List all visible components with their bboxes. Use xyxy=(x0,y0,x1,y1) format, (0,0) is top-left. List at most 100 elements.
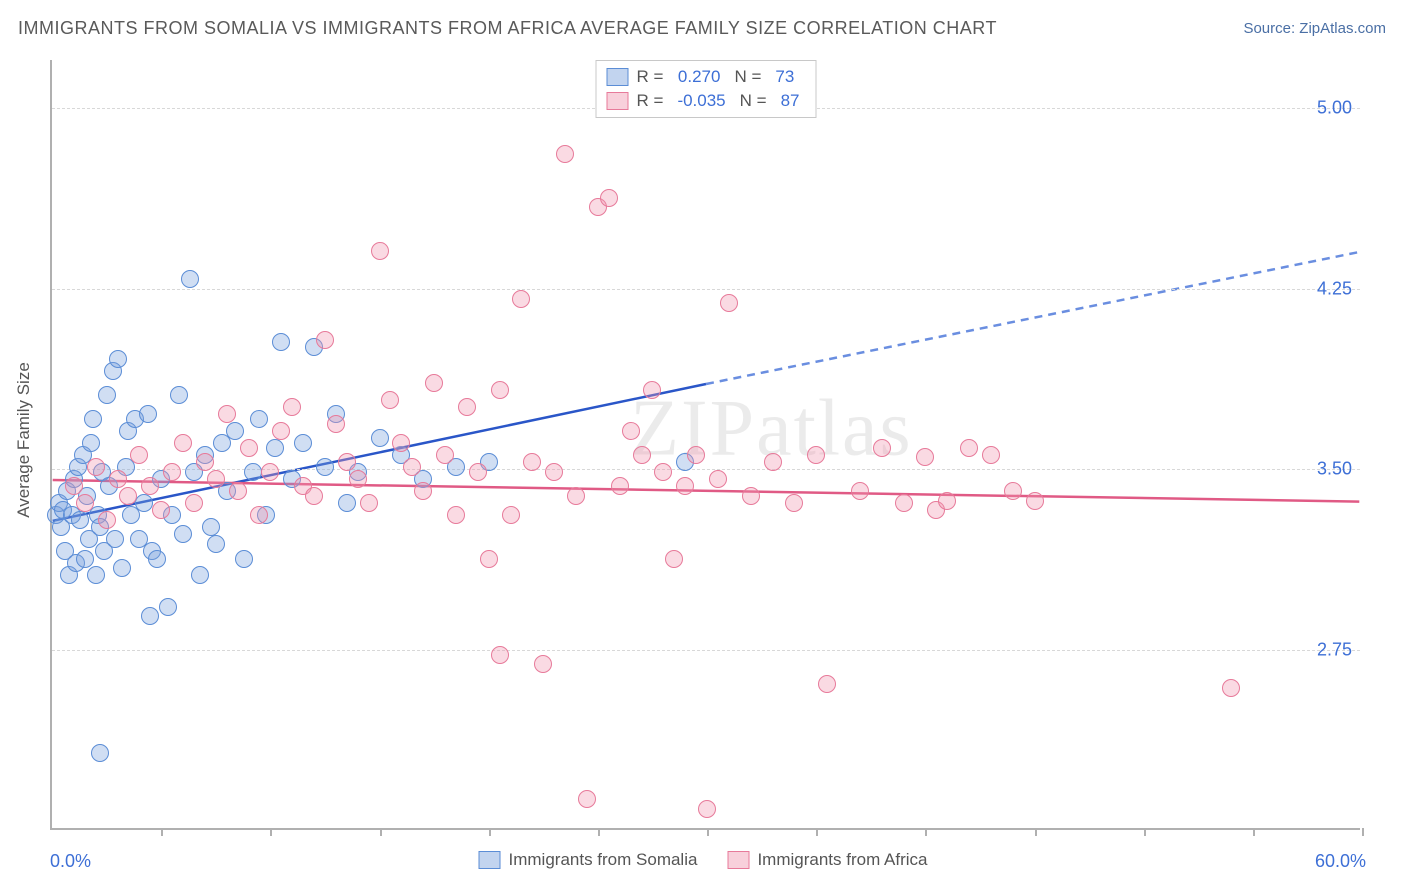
data-point xyxy=(139,405,157,423)
data-point xyxy=(261,463,279,481)
data-point xyxy=(447,506,465,524)
data-point xyxy=(873,439,891,457)
stats-row-1: R = 0.270 N = 73 xyxy=(607,65,806,89)
data-point xyxy=(425,374,443,392)
data-point xyxy=(654,463,672,481)
data-point xyxy=(91,744,109,762)
data-point xyxy=(633,446,651,464)
data-point xyxy=(294,434,312,452)
n-label: N = xyxy=(734,67,761,87)
x-tick xyxy=(161,828,163,836)
data-point xyxy=(152,501,170,519)
data-point xyxy=(135,494,153,512)
data-point xyxy=(87,458,105,476)
data-point xyxy=(469,463,487,481)
data-point xyxy=(491,646,509,664)
x-tick xyxy=(707,828,709,836)
y-axis-title: Average Family Size xyxy=(14,362,34,518)
x-min-label: 0.0% xyxy=(50,851,91,872)
data-point xyxy=(235,550,253,568)
data-point xyxy=(229,482,247,500)
data-point xyxy=(502,506,520,524)
stats-row-2: R = -0.035 N = 87 xyxy=(607,89,806,113)
data-point xyxy=(360,494,378,512)
data-point xyxy=(720,294,738,312)
data-point xyxy=(226,422,244,440)
data-point xyxy=(665,550,683,568)
data-point xyxy=(807,446,825,464)
data-point xyxy=(643,381,661,399)
x-tick xyxy=(1253,828,1255,836)
n-value-1: 73 xyxy=(769,67,800,87)
data-point xyxy=(109,470,127,488)
legend-item-2: Immigrants from Africa xyxy=(727,850,927,870)
data-point xyxy=(207,470,225,488)
data-point xyxy=(141,607,159,625)
data-point xyxy=(250,410,268,428)
data-point xyxy=(240,439,258,457)
swatch-africa-icon xyxy=(727,851,749,869)
data-point xyxy=(436,446,454,464)
gridline xyxy=(52,289,1360,290)
data-point xyxy=(512,290,530,308)
data-point xyxy=(567,487,585,505)
data-point xyxy=(611,477,629,495)
data-point xyxy=(480,550,498,568)
data-point xyxy=(851,482,869,500)
data-point xyxy=(148,550,166,568)
data-point xyxy=(338,453,356,471)
data-point xyxy=(338,494,356,512)
series-legend: Immigrants from Somalia Immigrants from … xyxy=(479,850,928,870)
data-point xyxy=(272,422,290,440)
x-tick xyxy=(270,828,272,836)
x-tick xyxy=(816,828,818,836)
y-tick-label: 2.75 xyxy=(1317,639,1352,660)
data-point xyxy=(960,439,978,457)
data-point xyxy=(87,566,105,584)
data-point xyxy=(174,434,192,452)
y-tick-label: 4.25 xyxy=(1317,278,1352,299)
n-label: N = xyxy=(740,91,767,111)
data-point xyxy=(687,446,705,464)
data-point xyxy=(106,530,124,548)
data-point xyxy=(316,458,334,476)
data-point xyxy=(371,242,389,260)
x-tick xyxy=(489,828,491,836)
swatch-somalia-icon xyxy=(479,851,501,869)
data-point xyxy=(327,415,345,433)
data-point xyxy=(316,331,334,349)
x-tick xyxy=(1035,828,1037,836)
data-point xyxy=(458,398,476,416)
x-max-label: 60.0% xyxy=(1315,851,1366,872)
data-point xyxy=(556,145,574,163)
data-point xyxy=(403,458,421,476)
plot-area: ZIPatlas R = 0.270 N = 73 R = -0.035 N =… xyxy=(50,60,1360,830)
data-point xyxy=(349,470,367,488)
data-point xyxy=(818,675,836,693)
data-point xyxy=(119,487,137,505)
data-point xyxy=(709,470,727,488)
data-point xyxy=(1026,492,1044,510)
y-tick-label: 3.50 xyxy=(1317,459,1352,480)
r-label: R = xyxy=(637,91,664,111)
data-point xyxy=(159,598,177,616)
data-point xyxy=(491,381,509,399)
legend-label-1: Immigrants from Somalia xyxy=(509,850,698,870)
chart-title: IMMIGRANTS FROM SOMALIA VS IMMIGRANTS FR… xyxy=(18,18,997,39)
swatch-somalia-icon xyxy=(607,68,629,86)
data-point xyxy=(371,429,389,447)
data-point xyxy=(218,405,236,423)
legend-item-1: Immigrants from Somalia xyxy=(479,850,698,870)
data-point xyxy=(698,800,716,818)
data-point xyxy=(84,410,102,428)
data-point xyxy=(895,494,913,512)
data-point xyxy=(414,482,432,500)
data-point xyxy=(785,494,803,512)
x-tick xyxy=(598,828,600,836)
data-point xyxy=(76,550,94,568)
data-point xyxy=(98,386,116,404)
data-point xyxy=(1004,482,1022,500)
data-point xyxy=(523,453,541,471)
data-point xyxy=(676,477,694,495)
data-point xyxy=(185,494,203,512)
